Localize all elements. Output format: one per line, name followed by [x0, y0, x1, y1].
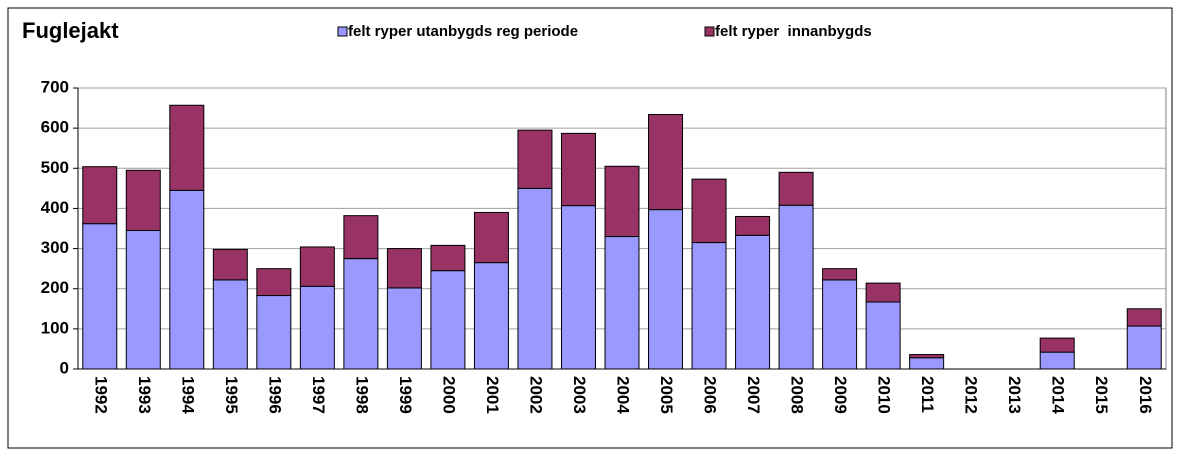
bar-segment — [299, 285, 335, 370]
x-tick-label: 1992 — [91, 376, 110, 414]
bar-segment — [691, 242, 727, 370]
bar-segment — [169, 104, 205, 191]
legend-label: felt ryper innanbygds — [715, 23, 872, 40]
bar-segment — [343, 258, 379, 370]
legend-swatch — [704, 26, 715, 37]
bar-segment — [125, 230, 161, 370]
bar-segment — [822, 279, 858, 370]
bar-segment — [473, 211, 509, 264]
x-tick-label: 1998 — [352, 376, 371, 414]
bar-segment — [865, 301, 901, 370]
x-tick-label: 2013 — [1005, 376, 1024, 414]
bar-segment — [1039, 337, 1075, 353]
x-tick-label: 2007 — [744, 376, 763, 414]
legend-swatch — [337, 26, 348, 37]
x-tick-label: 2000 — [439, 376, 458, 414]
bar-segment — [386, 248, 422, 289]
legend-label: felt ryper utanbygds reg periode — [348, 23, 578, 40]
x-tick-label: 2001 — [483, 376, 502, 414]
bar-segment — [909, 357, 945, 370]
x-tick-label: 2015 — [1092, 376, 1111, 414]
bar-segment — [82, 166, 118, 225]
bar-segment — [256, 268, 292, 297]
y-tick-label: 200 — [41, 278, 69, 297]
x-tick-label: 1997 — [309, 376, 328, 414]
bar-segment — [735, 215, 771, 236]
bar-segment — [169, 189, 205, 370]
y-tick-label: 0 — [60, 358, 69, 377]
x-tick-label: 2005 — [657, 376, 676, 414]
bar-segment — [517, 187, 553, 370]
bar-segment — [473, 262, 509, 370]
bar-segment — [822, 268, 858, 281]
bar-segment — [604, 165, 640, 238]
x-tick-label: 2014 — [1049, 376, 1068, 414]
bar-segment — [648, 113, 684, 211]
y-tick-label: 700 — [41, 77, 69, 96]
bar-segment — [256, 295, 292, 370]
x-tick-label: 2003 — [570, 376, 589, 414]
x-tick-label: 2010 — [875, 376, 894, 414]
bar-segment — [604, 236, 640, 370]
y-tick-label: 300 — [41, 238, 69, 257]
x-tick-label: 2009 — [831, 376, 850, 414]
bar-segment — [125, 169, 161, 232]
bar-segment — [1039, 351, 1075, 370]
y-tick-label: 600 — [41, 118, 69, 137]
x-tick-label: 1995 — [222, 376, 241, 414]
bar-segment — [430, 244, 466, 272]
bar-segment — [343, 215, 379, 260]
x-tick-label: 2012 — [962, 376, 981, 414]
bar-segment — [778, 171, 814, 206]
bar-segment — [735, 234, 771, 370]
chart-title: Fuglejakt — [22, 18, 119, 43]
bar-segment — [386, 287, 422, 370]
y-tick-label: 500 — [41, 158, 69, 177]
bar-segment — [212, 248, 248, 281]
bar-segment — [691, 178, 727, 244]
bar-segment — [778, 204, 814, 370]
x-tick-label: 1996 — [265, 376, 284, 414]
bar-segment — [648, 209, 684, 370]
y-tick-label: 400 — [41, 198, 69, 217]
bar-segment — [909, 354, 945, 359]
x-tick-label: 1999 — [396, 376, 415, 414]
bar-segment — [1126, 325, 1162, 370]
bar-segment — [560, 132, 596, 207]
bar-segment — [517, 129, 553, 189]
bar-segment — [865, 282, 901, 303]
x-tick-label: 2006 — [701, 376, 720, 414]
x-tick-label: 2004 — [614, 376, 633, 414]
x-tick-label: 2008 — [788, 376, 807, 414]
y-tick-label: 100 — [41, 318, 69, 337]
x-tick-label: 2002 — [526, 376, 545, 414]
bar-segment — [82, 223, 118, 370]
bar-segment — [1126, 308, 1162, 327]
bar-segment — [299, 246, 335, 287]
bar-segment — [212, 279, 248, 370]
x-tick-label: 1993 — [135, 376, 154, 414]
x-tick-label: 2011 — [918, 376, 937, 413]
bar-segment — [430, 270, 466, 370]
bar-segment — [560, 205, 596, 370]
x-tick-label: 2016 — [1136, 376, 1155, 414]
x-tick-label: 1994 — [178, 376, 197, 414]
